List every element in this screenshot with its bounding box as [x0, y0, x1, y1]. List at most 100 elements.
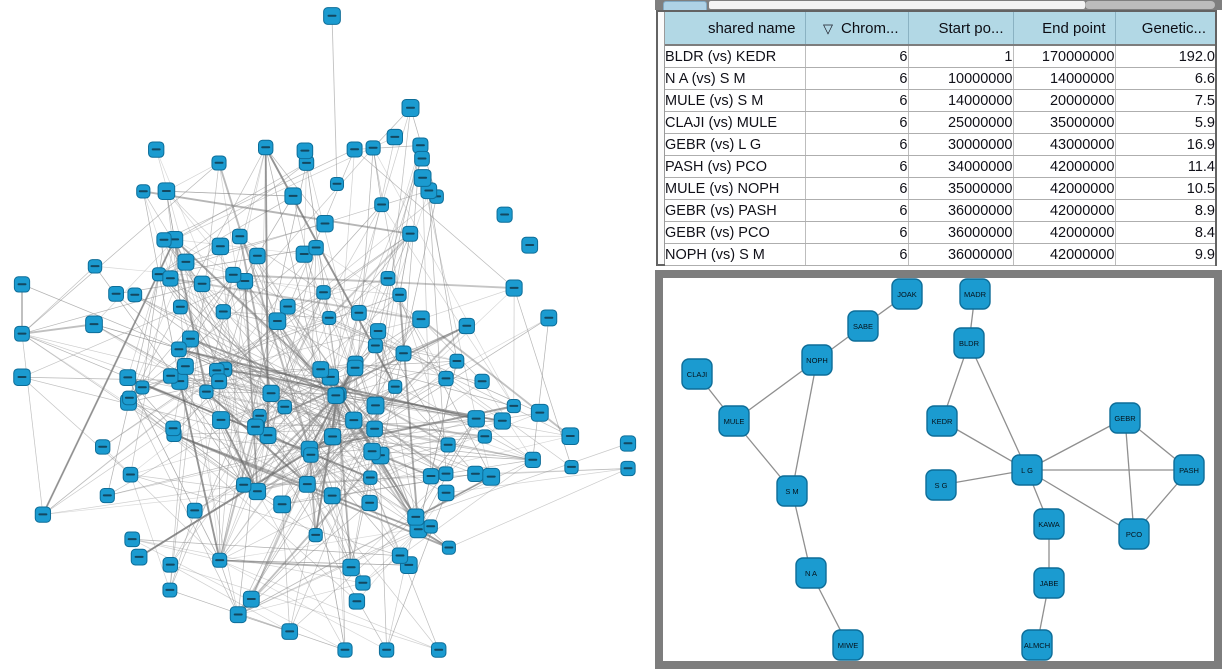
network-edge[interactable]	[791, 359, 818, 492]
table-row[interactable]: N A (vs) S M 6 10000000 14000000 6.6	[665, 67, 1215, 90]
network-edge[interactable]	[93, 239, 175, 325]
network-edge[interactable]	[206, 391, 245, 485]
network-edge[interactable]	[219, 394, 340, 561]
network-edge[interactable]	[375, 145, 421, 346]
network-edge[interactable]	[166, 190, 294, 197]
network-edge[interactable]	[239, 236, 324, 293]
network-edge[interactable]	[218, 381, 221, 561]
network-edge[interactable]	[328, 233, 411, 319]
network-edge[interactable]	[292, 196, 340, 395]
network-edge[interactable]	[307, 287, 515, 485]
network-node[interactable]	[413, 169, 432, 187]
network-edge[interactable]	[338, 393, 447, 475]
network-edge[interactable]	[329, 317, 540, 414]
network-edge[interactable]	[310, 454, 352, 568]
network-node[interactable]	[298, 155, 315, 171]
network-edge[interactable]	[332, 436, 346, 651]
cell-value[interactable]: 6	[804, 221, 908, 244]
network-node[interactable]	[162, 557, 179, 573]
network-edge[interactable]	[306, 484, 317, 536]
network-edge[interactable]	[306, 163, 340, 395]
network-edge[interactable]	[115, 293, 180, 350]
network-node[interactable]: BLDR	[953, 327, 985, 359]
network-node[interactable]	[225, 266, 242, 283]
network-node[interactable]	[324, 428, 342, 446]
network-node[interactable]	[236, 477, 252, 493]
network-edge[interactable]	[174, 239, 234, 276]
network-node[interactable]	[165, 420, 181, 437]
network-node[interactable]	[467, 465, 484, 483]
network-node[interactable]	[561, 427, 580, 446]
network-edge[interactable]	[306, 325, 468, 485]
network-edge[interactable]	[163, 239, 310, 450]
network-node[interactable]	[366, 420, 383, 438]
network-edge[interactable]	[219, 162, 307, 561]
network-edge[interactable]	[190, 338, 375, 430]
network-node[interactable]	[363, 442, 381, 461]
scrollbar-thumb[interactable]	[1085, 1, 1215, 9]
network-node[interactable]	[395, 345, 412, 362]
network-node[interactable]	[620, 460, 636, 477]
network-node[interactable]	[348, 593, 366, 610]
network-node[interactable]	[327, 387, 345, 404]
network-edge[interactable]	[170, 435, 269, 565]
network-edge[interactable]	[445, 459, 533, 475]
network-edge[interactable]	[307, 405, 376, 485]
network-edge[interactable]	[532, 317, 550, 460]
panel-tab[interactable]	[663, 1, 707, 10]
network-node[interactable]	[530, 403, 549, 422]
network-edge[interactable]	[237, 516, 417, 616]
network-edge[interactable]	[219, 363, 356, 382]
network-edge[interactable]	[257, 319, 422, 492]
network-edge[interactable]	[42, 239, 176, 515]
network-node[interactable]	[322, 310, 337, 326]
cell-value[interactable]: 30000000	[907, 133, 1013, 156]
network-edge[interactable]	[420, 319, 483, 382]
network-node[interactable]	[422, 468, 440, 485]
network-edge[interactable]	[310, 436, 485, 456]
network-edge[interactable]	[259, 393, 340, 417]
network-node[interactable]	[323, 487, 341, 505]
network-node[interactable]	[186, 502, 203, 519]
network-node[interactable]	[34, 506, 52, 523]
network-edge[interactable]	[1026, 417, 1126, 471]
network-node[interactable]	[127, 287, 143, 303]
network-edge[interactable]	[42, 369, 225, 515]
network-node[interactable]	[316, 285, 331, 300]
column-header-genetic[interactable]: Genetic...	[1114, 12, 1215, 46]
network-edge[interactable]	[331, 15, 338, 185]
network-edge[interactable]	[277, 321, 364, 584]
network-node[interactable]	[99, 488, 115, 504]
network-edge[interactable]	[307, 484, 352, 568]
network-node[interactable]	[273, 495, 291, 514]
network-edge[interactable]	[238, 582, 363, 616]
table-row[interactable]: MULE (vs) S M 6 14000000 20000000 7.5	[665, 89, 1215, 112]
network-edge[interactable]	[239, 236, 375, 430]
network-edge[interactable]	[307, 477, 371, 485]
cell-value[interactable]: 6	[804, 89, 908, 112]
network-node[interactable]	[477, 429, 492, 444]
cell-value[interactable]: 8.4	[1114, 221, 1215, 244]
network-edge[interactable]	[194, 369, 225, 511]
network-node[interactable]	[157, 182, 176, 200]
cell-value[interactable]: 6	[804, 155, 908, 178]
network-edge[interactable]	[284, 406, 419, 530]
network-node[interactable]	[351, 305, 367, 321]
network-edge[interactable]	[219, 526, 431, 561]
network-edge[interactable]	[173, 434, 310, 450]
network-node[interactable]: KAWA	[1033, 508, 1065, 540]
network-node[interactable]	[212, 411, 230, 430]
network-node[interactable]	[211, 237, 230, 256]
network-edge[interactable]	[257, 378, 447, 492]
network-edge[interactable]	[372, 147, 515, 407]
network-edge[interactable]	[238, 614, 290, 632]
network-node[interactable]	[505, 279, 523, 297]
network-edge[interactable]	[399, 294, 449, 445]
network-edge[interactable]	[265, 147, 326, 224]
network-node[interactable]	[374, 197, 389, 213]
network-edge[interactable]	[243, 394, 340, 486]
network-node[interactable]	[474, 373, 490, 390]
network-edge[interactable]	[475, 468, 629, 475]
network-edge[interactable]	[339, 319, 422, 395]
network-edge[interactable]	[358, 312, 572, 468]
